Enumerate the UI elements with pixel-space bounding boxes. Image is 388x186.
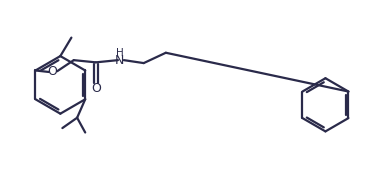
Text: O: O (91, 82, 101, 95)
Text: N: N (115, 54, 124, 67)
Text: H: H (116, 48, 123, 58)
Text: O: O (47, 65, 57, 78)
